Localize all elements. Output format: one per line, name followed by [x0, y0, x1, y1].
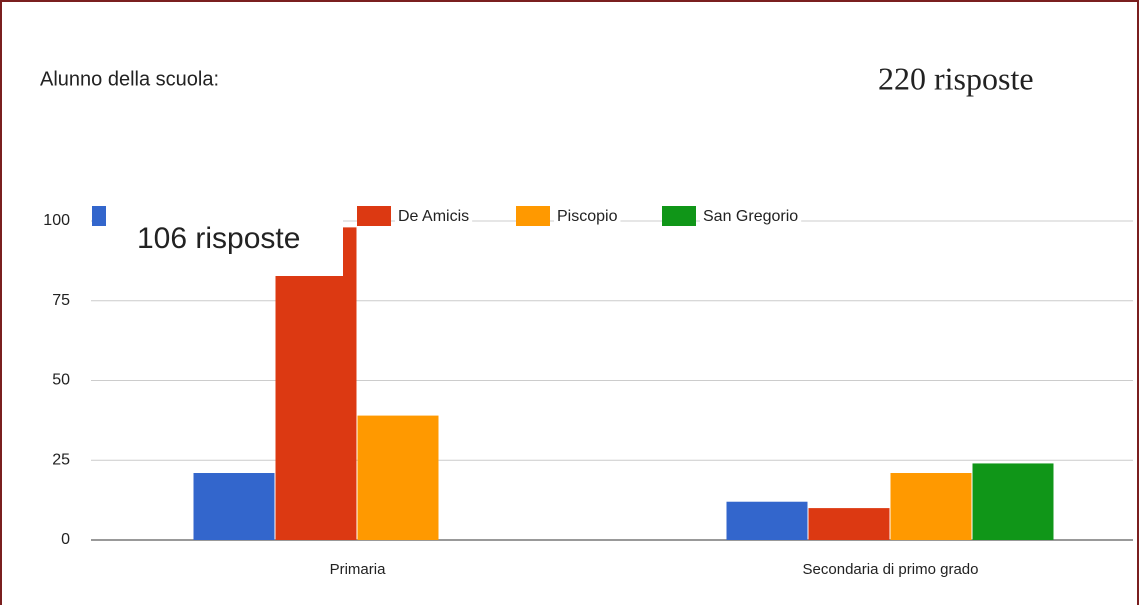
response-count: 220 risposte: [878, 60, 1034, 96]
legend-label-bg: [554, 208, 621, 226]
legend-swatch: [357, 206, 391, 226]
legend-label: De Amicis: [398, 208, 469, 225]
bar: [275, 227, 357, 540]
bar: [808, 508, 890, 540]
chart-title: Alunno della scuola:: [40, 68, 219, 90]
bar: [890, 473, 972, 540]
annotation-box: [106, 200, 343, 276]
annotation: 106 risposte: [137, 222, 300, 255]
legend-label-bg: [700, 208, 802, 226]
y-tick-label: 0: [61, 531, 70, 548]
y-tick-label: 100: [43, 212, 70, 229]
bar: [193, 473, 275, 540]
bar: [726, 501, 808, 540]
legend-swatch: [662, 206, 696, 226]
bar: [357, 415, 439, 540]
x-tick-label: Primaria: [330, 561, 386, 578]
y-tick-label: 25: [52, 451, 70, 468]
x-tick-label: Secondaria di primo grado: [803, 561, 979, 578]
bar: [972, 463, 1054, 540]
y-tick-label: 75: [52, 292, 70, 309]
legend-label: San Gregorio: [703, 208, 798, 225]
legend-label-bg: [395, 208, 473, 226]
legend-swatch: [516, 206, 550, 226]
y-tick-label: 50: [52, 372, 70, 389]
legend-label: Piscopio: [557, 208, 618, 225]
